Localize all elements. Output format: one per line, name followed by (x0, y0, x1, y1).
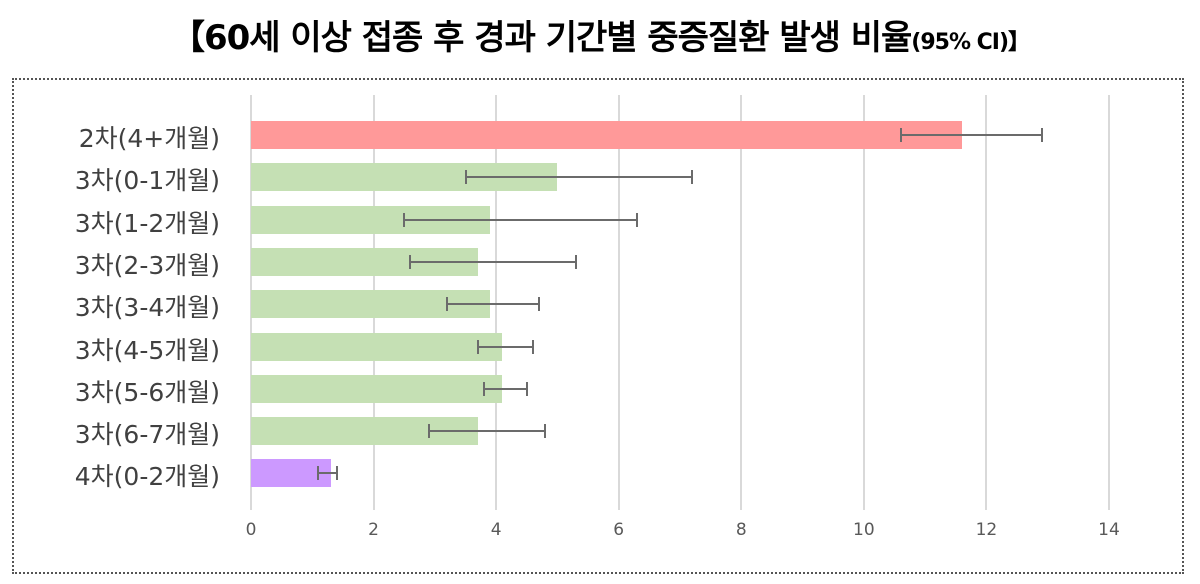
error-bar (428, 430, 546, 433)
error-bar-cap (1040, 128, 1043, 142)
error-bar-cap (476, 339, 479, 354)
error-bar (900, 134, 1042, 136)
bar (251, 121, 962, 149)
y-axis-label: 3차(2-3개월) (74, 250, 220, 280)
error-bar-cap (574, 254, 577, 269)
bar (251, 459, 331, 488)
error-bar (483, 387, 527, 390)
chart-title-main: 【60세 이상 접종 후 경과 기간별 중증질환 발생 비율 (170, 18, 912, 58)
plot-area (250, 95, 1110, 510)
error-bar-cap (538, 297, 541, 312)
x-axis-tick-label: 10 (853, 520, 875, 540)
gridline (740, 95, 743, 510)
error-bar-cap (525, 381, 528, 396)
error-bar-cap (464, 170, 467, 185)
gridline (495, 95, 498, 510)
error-bar (465, 176, 693, 179)
error-bar (477, 345, 533, 348)
error-bar-cap (544, 424, 547, 439)
gridline (985, 95, 988, 510)
bar (251, 374, 503, 403)
chart-frame (12, 78, 1184, 574)
error-bar-cap (636, 212, 639, 227)
error-bar (404, 218, 638, 221)
error-bar-cap (482, 381, 485, 396)
error-bar-cap (531, 339, 534, 354)
error-bar-cap (317, 466, 320, 481)
error-bar-cap (409, 254, 412, 269)
x-axis-tick-label: 14 (1098, 520, 1120, 540)
error-bar-cap (899, 128, 902, 142)
y-axis-label: 3차(6-7개월) (74, 420, 220, 450)
x-axis-tick-label: 4 (490, 520, 502, 540)
y-axis-label: 2차(4+개월) (78, 124, 220, 153)
x-axis-tick-label: 0 (245, 520, 257, 540)
x-axis-tick-label: 6 (613, 520, 625, 540)
error-bar (410, 260, 576, 263)
bar (251, 332, 503, 361)
y-axis-label: 3차(5-6개월) (74, 377, 220, 407)
y-axis-label: 4차(0-2개월) (74, 462, 220, 492)
y-axis-label: 3차(0-1개월) (74, 166, 220, 196)
error-bar-cap (403, 212, 406, 227)
gridline (862, 95, 865, 510)
x-axis-tick-label: 8 (735, 520, 747, 540)
y-axis-label: 3차(4-5개월) (74, 335, 220, 365)
error-bar (318, 472, 337, 475)
gridline (1108, 95, 1110, 510)
x-axis-tick-label: 12 (975, 520, 998, 540)
chart-title-suffix: (95% CI)】 (911, 30, 1030, 55)
y-axis-label: 3차(3-4개월) (74, 293, 220, 323)
error-bar-cap (427, 424, 430, 439)
chart-title: 【60세 이상 접종 후 경과 기간별 중증질환 발생 비율(95% CI)】 (0, 10, 1200, 59)
error-bar-cap (446, 297, 449, 312)
error-bar-cap (691, 170, 694, 185)
gridline (617, 95, 620, 510)
x-axis-tick-label: 2 (368, 520, 379, 540)
error-bar (447, 303, 540, 306)
y-axis-label: 3차(1-2개월) (74, 208, 220, 238)
error-bar-cap (335, 466, 338, 481)
